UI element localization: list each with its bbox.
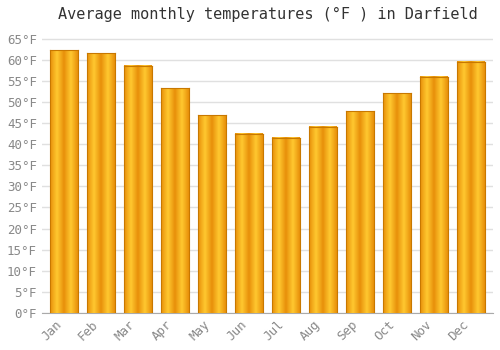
Bar: [420, 77, 448, 313]
Bar: [272, 138, 300, 313]
Bar: [457, 62, 484, 313]
Title: Average monthly temperatures (°F ) in Darfield: Average monthly temperatures (°F ) in Da…: [58, 7, 478, 22]
Bar: [124, 66, 152, 313]
Bar: [198, 116, 226, 313]
Bar: [161, 88, 189, 313]
Bar: [235, 134, 263, 313]
Bar: [309, 127, 337, 313]
Bar: [87, 53, 115, 313]
Bar: [346, 111, 374, 313]
Bar: [50, 50, 78, 313]
Bar: [383, 93, 411, 313]
